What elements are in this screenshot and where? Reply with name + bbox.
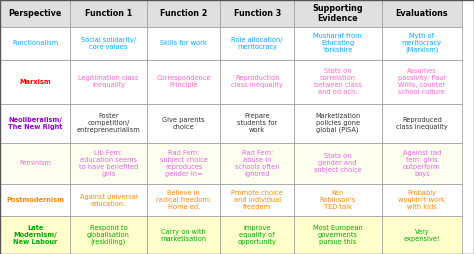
Bar — [147, 104, 220, 143]
Bar — [0, 104, 70, 143]
Text: Respond to
globalisation
(reskilling): Respond to globalisation (reskilling) — [87, 225, 130, 245]
Bar — [294, 184, 382, 216]
Text: Promote choice
and individual
freedom: Promote choice and individual freedom — [231, 190, 283, 210]
Bar — [0, 59, 70, 104]
Text: Against rad
fem: girls
outperform
boys: Against rad fem: girls outperform boys — [403, 150, 441, 177]
Bar — [294, 143, 382, 184]
Text: Function 3: Function 3 — [234, 9, 281, 18]
Text: Most European
goverments
pursue this: Most European goverments pursue this — [313, 225, 363, 245]
Text: Improve
equality of
opportunity: Improve equality of opportunity — [237, 225, 277, 245]
Bar — [147, 0, 220, 27]
Text: Carry on with
marketisation: Carry on with marketisation — [161, 229, 207, 242]
Text: Stats on
correlation
between class
and ed ach.: Stats on correlation between class and e… — [314, 68, 362, 95]
Text: Prepare
students for
work: Prepare students for work — [237, 113, 277, 133]
Text: Musharaf from
Educating
Yorkshire: Musharaf from Educating Yorkshire — [313, 33, 362, 53]
Bar — [220, 216, 294, 254]
Bar — [294, 0, 382, 27]
Text: Rad Fem:
abuse in
schools often
ignored: Rad Fem: abuse in schools often ignored — [235, 150, 279, 177]
Bar — [70, 0, 147, 27]
Text: Believe in
radical freedom:
Home ed.: Believe in radical freedom: Home ed. — [156, 190, 211, 210]
Bar — [70, 27, 147, 59]
Text: Late
Modernism/
New Labour: Late Modernism/ New Labour — [13, 225, 57, 245]
Bar — [0, 216, 70, 254]
Bar — [220, 184, 294, 216]
Bar — [382, 0, 462, 27]
Bar — [220, 0, 294, 27]
Bar — [382, 59, 462, 104]
Bar — [0, 27, 70, 59]
Text: Correspondence
Principle: Correspondence Principle — [156, 75, 211, 88]
Bar — [382, 143, 462, 184]
Text: Evaluations: Evaluations — [395, 9, 448, 18]
Text: Legitimation class
inequality: Legitimation class inequality — [78, 75, 139, 88]
Bar — [147, 59, 220, 104]
Text: Skills for work: Skills for work — [160, 40, 207, 46]
Bar — [0, 143, 70, 184]
Bar — [70, 143, 147, 184]
Bar — [220, 59, 294, 104]
Bar — [382, 27, 462, 59]
Bar — [220, 143, 294, 184]
Text: Supporting
Evidence: Supporting Evidence — [312, 4, 363, 23]
Text: Functionalism: Functionalism — [12, 40, 58, 46]
Text: Stats on
gender and
subject choice: Stats on gender and subject choice — [314, 153, 362, 173]
Text: Probably
wouldn't work
with kids: Probably wouldn't work with kids — [399, 190, 445, 210]
Bar — [70, 59, 147, 104]
Text: Function 1: Function 1 — [85, 9, 132, 18]
Text: Reproduced
class inequality: Reproduced class inequality — [396, 117, 448, 130]
Bar — [0, 0, 70, 27]
Bar — [382, 104, 462, 143]
Text: Very
expensive!: Very expensive! — [403, 229, 440, 242]
Bar — [70, 184, 147, 216]
Text: Ken
Robinson's
TED talk: Ken Robinson's TED talk — [319, 190, 356, 210]
Text: Assumes
passivity: Paul
Willis, counter
school culture: Assumes passivity: Paul Willis, counter … — [398, 68, 446, 95]
Bar — [294, 27, 382, 59]
Bar — [70, 104, 147, 143]
Bar — [70, 216, 147, 254]
Bar — [382, 216, 462, 254]
Text: Neoliberalism/
The New Right: Neoliberalism/ The New Right — [8, 117, 62, 130]
Text: Function 2: Function 2 — [160, 9, 207, 18]
Text: Lib Fem:
education seems
to have benefited
girls: Lib Fem: education seems to have benefit… — [79, 150, 138, 177]
Text: Foster
competition/
entrepreneurialism: Foster competition/ entrepreneurialism — [77, 113, 140, 133]
Text: Marketization
policies gone
global (PISA): Marketization policies gone global (PISA… — [315, 113, 360, 134]
Text: Myth of
meritocracy
(Marxism): Myth of meritocracy (Marxism) — [402, 33, 442, 53]
Bar — [220, 27, 294, 59]
Text: Social solidarity/
core values: Social solidarity/ core values — [81, 37, 136, 50]
Bar — [147, 27, 220, 59]
Text: Feminism: Feminism — [19, 161, 51, 166]
Bar — [294, 216, 382, 254]
Bar — [220, 104, 294, 143]
Bar — [147, 184, 220, 216]
Text: Give parents
choice: Give parents choice — [163, 117, 205, 130]
Bar — [294, 59, 382, 104]
Bar — [147, 216, 220, 254]
Bar — [382, 184, 462, 216]
Text: Marxism: Marxism — [19, 78, 51, 85]
Bar — [294, 104, 382, 143]
Text: Reproduction
class inequality: Reproduction class inequality — [231, 75, 283, 88]
Text: Perspective: Perspective — [9, 9, 62, 18]
Text: Against universal
education.: Against universal education. — [80, 194, 137, 207]
Text: Rad Fem:
subject choice
reproduces
gender in=: Rad Fem: subject choice reproduces gende… — [160, 150, 208, 177]
Text: Role allocation/
meritocracy: Role allocation/ meritocracy — [231, 37, 283, 50]
Bar — [0, 184, 70, 216]
Text: Postmodernism: Postmodernism — [6, 197, 64, 203]
Bar — [147, 143, 220, 184]
